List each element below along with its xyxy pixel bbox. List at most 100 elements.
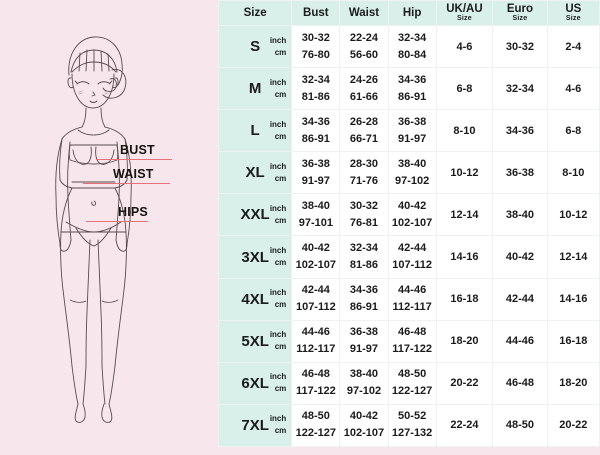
header-us-label: US	[565, 3, 582, 16]
header-hip-label: Hip	[402, 6, 422, 19]
euro-cell: 46-48	[492, 361, 548, 405]
body-illustration-panel: BUST WAIST HIPS	[0, 0, 218, 455]
bust-cm-value: 91-97	[301, 174, 330, 187]
hip-cell: 38-40 97-102	[387, 151, 437, 195]
unit-inch-label: inch	[269, 35, 287, 45]
hip-cell: 34-36 86-91	[387, 67, 437, 111]
bust-cm-value: 107-112	[295, 301, 336, 314]
bust-cell: 36-38 91-97	[291, 151, 341, 195]
size-cell: 3XL inch cm	[217, 235, 293, 279]
bust-cm-value: 97-101	[298, 216, 333, 229]
unit-cm-label: cm	[274, 173, 287, 183]
hip-cell: 36-38 91-97	[387, 109, 437, 153]
bust-cell: 30-32 76-80	[291, 24, 341, 69]
waist-inch-value: 38-40	[349, 368, 379, 381]
unit-cm-label: cm	[274, 300, 287, 310]
ukau-cell: 8-10	[435, 109, 494, 153]
hip-cm-value: 80-84	[398, 48, 427, 61]
size-cell: XL inch cm	[217, 151, 293, 195]
size-name: L	[250, 122, 260, 140]
hip-cm-value: 102-107	[391, 216, 433, 229]
euro-cell: 34-36	[492, 109, 548, 153]
hip-cm-value: 97-102	[394, 174, 430, 187]
unit-inch-label: inch	[269, 330, 287, 340]
waist-cm-value: 86-91	[349, 301, 379, 314]
bust-cell: 46-48 117-122	[291, 361, 341, 405]
size-name: M	[248, 80, 262, 98]
header-size: Size	[217, 0, 293, 26]
bust-guide-line	[96, 159, 172, 160]
us-cell: 12-14	[546, 235, 600, 279]
hip-cell: 32-34 80-84	[387, 24, 437, 69]
ukau-cell: 4-6	[435, 24, 494, 69]
hip-inch-value: 38-40	[398, 157, 427, 170]
hip-cm-value: 112-117	[392, 301, 432, 314]
size-cell: 4XL inch cm	[217, 277, 293, 321]
size-table-panel: Size Bust Waist Hip UK/AU Size	[217, 0, 600, 448]
table-row: 5XL inch cm 44-46 112-117 36-38 91-97 46-48 117-…	[217, 319, 600, 363]
euro-cell: 42-44	[492, 277, 548, 321]
size-name: 7XL	[241, 416, 269, 434]
header-waist: Waist	[339, 0, 389, 26]
waist-cell: 32-34 81-86	[339, 235, 389, 279]
waist-cm-value: 61-66	[349, 90, 379, 103]
waist-cm-value: 102-107	[343, 427, 385, 440]
bust-inch-value: 32-34	[301, 73, 330, 86]
waist-inch-value: 22-24	[349, 31, 379, 44]
bust-inch-value: 46-48	[301, 368, 330, 381]
waist-cm-value: 91-97	[349, 343, 379, 356]
hip-inch-value: 34-36	[398, 73, 427, 86]
waist-cell: 26-28 66-71	[339, 109, 389, 153]
bust-cell: 38-40 97-101	[291, 193, 341, 237]
hip-cm-value: 107-112	[392, 259, 432, 272]
size-name: 6XL	[241, 374, 269, 392]
unit-stack: inch cm	[270, 203, 286, 227]
hip-inch-value: 44-46	[398, 284, 427, 297]
header-us: US Size	[546, 0, 600, 26]
us-cell: 8-10	[546, 151, 600, 195]
euro-cell: 30-32	[492, 24, 548, 69]
bust-cm-value: 122-127	[295, 427, 337, 440]
waist-cell: 40-42 102-107	[339, 403, 389, 448]
unit-inch-label: inch	[269, 372, 287, 382]
waist-inch-value: 34-36	[349, 284, 379, 297]
unit-cm-label: cm	[274, 258, 287, 268]
us-cell: 20-22	[546, 403, 600, 448]
waist-cell: 36-38 91-97	[339, 319, 389, 363]
unit-stack: inch cm	[270, 119, 286, 143]
euro-cell: 32-34	[492, 67, 548, 111]
ukau-cell: 12-14	[435, 193, 494, 237]
waist-inch-value: 24-26	[349, 73, 379, 86]
ukau-cell: 10-12	[435, 151, 494, 195]
hip-cm-value: 91-97	[398, 132, 427, 145]
unit-cm-label: cm	[274, 131, 287, 141]
bust-inch-value: 48-50	[301, 410, 330, 423]
unit-stack: inch cm	[270, 371, 286, 395]
hip-inch-value: 40-42	[398, 199, 427, 212]
ukau-cell: 20-22	[435, 361, 494, 405]
waist-inch-value: 40-42	[349, 410, 379, 423]
unit-cm-label: cm	[274, 342, 287, 352]
waist-cell: 30-32 76-81	[339, 193, 389, 237]
table-row: 6XL inch cm 46-48 117-122 38-40 97-102 48-50 122…	[217, 361, 600, 405]
header-us-sub: Size	[565, 15, 581, 23]
bust-inch-value: 38-40	[301, 199, 330, 212]
waist-inch-value: 28-30	[349, 157, 379, 170]
hip-inch-value: 46-48	[398, 326, 427, 339]
table-row: 3XL inch cm 40-42 102-107 32-34 81-86 42-44 107-…	[217, 235, 600, 279]
size-cell: 5XL inch cm	[217, 319, 293, 363]
header-bust-label: Bust	[303, 6, 329, 19]
bust-cm-value: 102-107	[295, 259, 337, 272]
size-name: 4XL	[241, 290, 269, 308]
waist-cm-value: 71-76	[349, 174, 379, 187]
bust-inch-value: 36-38	[301, 157, 330, 170]
header-size-label: Size	[243, 6, 267, 19]
waist-cm-value: 76-81	[349, 216, 379, 229]
ukau-cell: 6-8	[435, 67, 494, 111]
hip-cell: 40-42 102-107	[387, 193, 437, 237]
waist-inch-value: 26-28	[349, 115, 379, 128]
